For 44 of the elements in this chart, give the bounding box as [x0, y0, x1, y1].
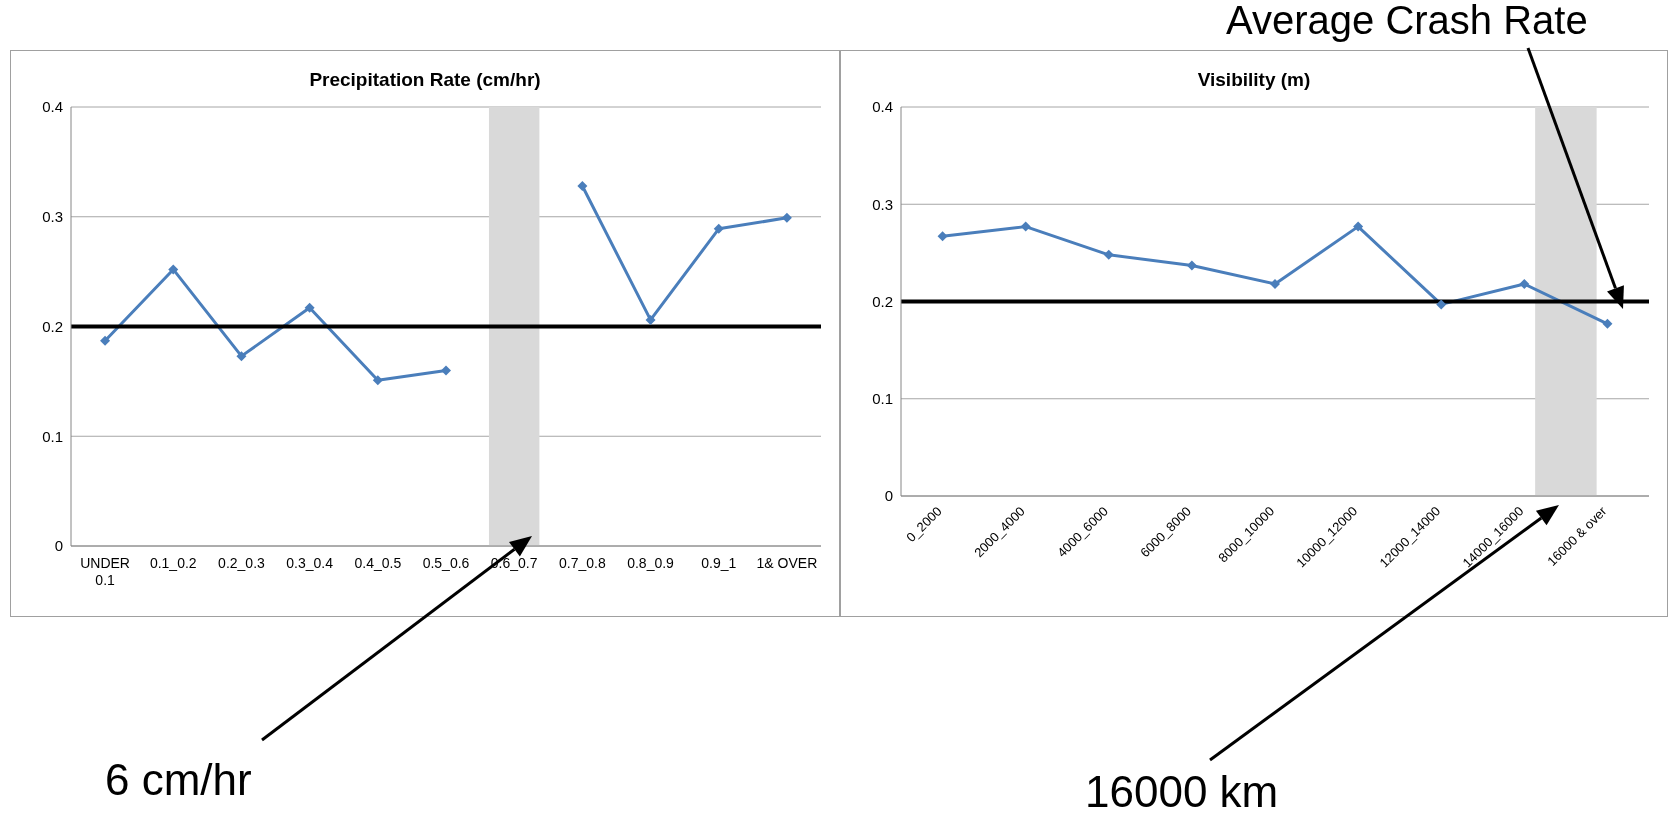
point: [1436, 299, 1447, 310]
point: [1186, 260, 1197, 271]
point: [441, 365, 451, 376]
x-tick-label: 0.9_1: [701, 555, 737, 571]
point: [713, 223, 724, 234]
text: Average Crash Rate: [1226, 0, 1588, 42]
y-tick-label: 0.1: [42, 427, 63, 445]
y-tick-label: 0.3: [42, 208, 63, 226]
y-tick-label: 0.2: [872, 292, 893, 310]
point: [577, 181, 588, 192]
point: [781, 212, 792, 223]
x-tick-label: 0.3_0.4: [286, 555, 334, 571]
y-tick-label: 0: [884, 487, 893, 505]
x-tick-label: 0.2_0.3: [218, 555, 266, 571]
y-tick-label: 0.2: [42, 317, 63, 335]
text: 16000 km: [1085, 767, 1279, 816]
x-tick-label: 1& OVER: [756, 555, 818, 571]
chart-title: Precipitation Rate (cm/hr): [308, 69, 542, 91]
y-tick-label: 0.3: [872, 195, 893, 213]
point: [1519, 279, 1530, 289]
x-tick-label: 0.1_0.2: [149, 555, 197, 571]
x-tick-label: 0.8_0.9: [627, 555, 675, 571]
x-tick-label: 0.5_0.6: [422, 555, 470, 571]
y-tick-label: 0.1: [872, 390, 893, 408]
point: [1103, 249, 1114, 260]
point: [1353, 221, 1364, 232]
point: [168, 264, 179, 275]
point: [372, 375, 383, 386]
point: [1270, 279, 1280, 289]
y-tick-label: 0.4: [872, 98, 893, 116]
point: [937, 231, 948, 242]
x-tick-label: UNDER 0.1: [80, 555, 130, 588]
text: 6 cm/hr: [105, 755, 252, 804]
point: [304, 302, 315, 313]
point: [100, 335, 111, 346]
point: [645, 314, 656, 325]
point: [236, 351, 247, 362]
point: [1020, 221, 1031, 232]
x-tick-label: 0.7_0.8: [559, 555, 606, 571]
y-tick-label: 0.4: [42, 98, 63, 116]
point: [1602, 318, 1613, 329]
chart-title: Visibility (m): [1196, 69, 1312, 91]
x-tick-label: 0.4_0.5: [354, 555, 402, 571]
y-tick-label: 0: [54, 537, 63, 555]
